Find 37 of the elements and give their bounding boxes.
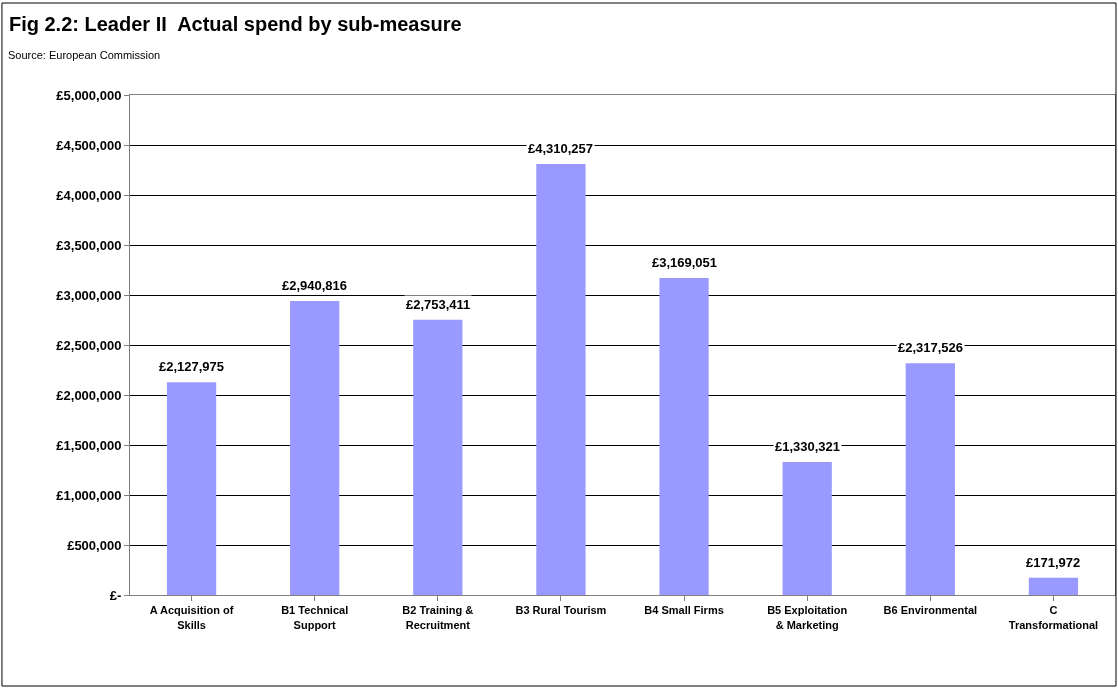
- bar: [782, 461, 832, 595]
- x-tick-label: B2 Training & Recruitment: [402, 604, 474, 631]
- data-label: £1,330,321: [775, 439, 841, 454]
- y-tick-label: £4,000,000: [56, 187, 122, 203]
- data-label: £3,169,051: [652, 255, 718, 270]
- data-label: £2,940,816: [282, 278, 348, 293]
- source-note: Source: European Commission: [8, 49, 161, 61]
- data-label: £2,753,411: [406, 297, 471, 312]
- x-tick-label: B4 Small Firms: [644, 604, 724, 617]
- x-tick-label: C Transformational: [1008, 604, 1099, 631]
- data-label: £2,317,526: [898, 340, 964, 355]
- y-tick-label: £1,000,000: [56, 487, 122, 503]
- x-tick-label: B1 Technical Support: [281, 604, 349, 631]
- chart-title: Fig 2.2: Leader II Actual spend by sub-measure: [8, 13, 462, 36]
- y-tick-label: £5,000,000: [56, 87, 122, 103]
- y-tick-label: £-: [109, 587, 122, 603]
- x-tick-label: B3 Rural Tourism: [515, 604, 607, 617]
- x-tick-label: A Acquisition of Skills: [149, 604, 234, 631]
- y-tick-label: £3,000,000: [56, 287, 122, 303]
- bar: [413, 319, 463, 595]
- bar: [905, 363, 955, 595]
- bar: [1028, 577, 1079, 595]
- x-tick-label: B6 Environmental: [883, 604, 978, 617]
- y-tick-label: £4,500,000: [56, 137, 122, 153]
- y-tick-label: £3,500,000: [56, 237, 122, 253]
- bar: [166, 382, 217, 595]
- y-tick-label: £2,500,000: [56, 337, 122, 353]
- y-tick-label: £2,000,000: [56, 387, 122, 403]
- bar: [659, 278, 709, 595]
- bar: [290, 300, 340, 595]
- y-tick-label: £1,500,000: [56, 437, 122, 453]
- data-label: £4,310,257: [528, 141, 594, 156]
- data-label: £171,972: [1026, 555, 1081, 570]
- bar: [536, 163, 586, 595]
- x-tick-label: B5 Exploitation & Marketing: [767, 604, 848, 631]
- y-tick-label: £500,000: [67, 537, 122, 553]
- data-label: £2,127,975: [159, 359, 225, 374]
